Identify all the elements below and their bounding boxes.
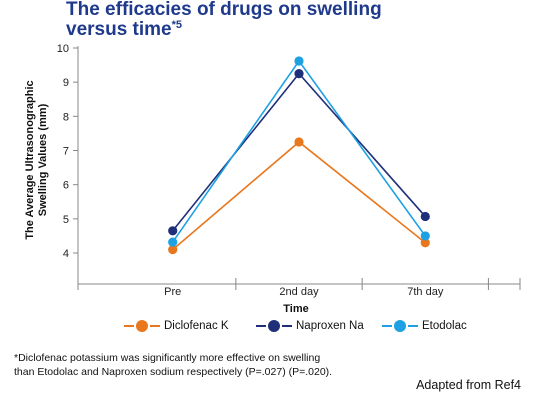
data-point-naproxen <box>294 69 304 79</box>
legend-item-naproxen: Naproxen Na <box>256 320 364 332</box>
chart-title-footnote-mark: *5 <box>171 19 183 31</box>
chart-title-line-1: The efficacies of drugs on swelling <box>66 0 382 20</box>
data-point-etodolac <box>168 237 178 247</box>
series-line-diclofenac <box>172 140 426 251</box>
chart-title-line-2-text: versus time <box>66 19 172 40</box>
x-tick-label: 2nd day <box>279 286 319 298</box>
series-layer <box>168 56 430 255</box>
legend-swatch-etodolac <box>382 320 418 332</box>
footnote: *Diclofenac potassium was significantly … <box>14 351 332 379</box>
legend-item-etodolac: Etodolac <box>382 320 467 332</box>
legend-swatch-diclofenac <box>124 320 160 332</box>
x-axis: Pre 2nd day 7th day <box>77 278 521 298</box>
series-line-etodolac <box>172 59 426 243</box>
x-axis-title: Time <box>283 303 308 315</box>
y-tick-label: 8 <box>63 111 69 123</box>
legend-swatch-naproxen <box>256 320 292 332</box>
legend-label-naproxen: Naproxen Na <box>296 320 364 332</box>
data-point-diclofenac <box>294 137 304 147</box>
footnote-line-1: *Diclofenac potassium was significantly … <box>14 352 321 364</box>
chart-title-line-2: versus time*5 <box>66 20 382 40</box>
series-line-naproxen <box>172 72 426 232</box>
legend-label-etodolac: Etodolac <box>422 320 467 332</box>
data-point-diclofenac <box>168 244 178 255</box>
chart-title: The efficacies of drugs on swelling vers… <box>66 0 382 40</box>
legend-item-diclofenac: Diclofenac K <box>124 320 229 332</box>
data-point-naproxen <box>168 226 178 236</box>
y-tick-label: 9 <box>63 77 69 89</box>
x-tick-label: Pre <box>164 286 181 298</box>
data-point-diclofenac <box>420 238 430 248</box>
y-axis-title-line-1: The Average Ultrasonographic <box>24 80 36 239</box>
y-tick-label: 4 <box>63 248 69 260</box>
chart-plot: 4 5 6 7 8 9 10 Pre 2nd day 7th day Time The Aver… <box>24 43 521 315</box>
y-axis-title-line-2: Swelling Values (mm) <box>37 103 49 216</box>
source-credit: Adapted from Ref4 <box>416 378 521 392</box>
data-point-etodolac <box>294 56 304 66</box>
data-point-etodolac <box>420 231 430 241</box>
y-tick-label: 5 <box>63 214 69 226</box>
data-point-naproxen <box>420 211 430 222</box>
legend-label-diclofenac: Diclofenac K <box>164 320 229 332</box>
y-tick-label: 10 <box>57 43 69 55</box>
y-tick-label: 7 <box>63 146 69 158</box>
footnote-line-2: than Etodolac and Naproxen sodium respec… <box>14 366 333 378</box>
y-axis: 4 5 6 7 8 9 10 <box>57 43 79 284</box>
y-tick-label: 6 <box>63 180 69 192</box>
x-tick-label: 7th day <box>407 286 444 298</box>
